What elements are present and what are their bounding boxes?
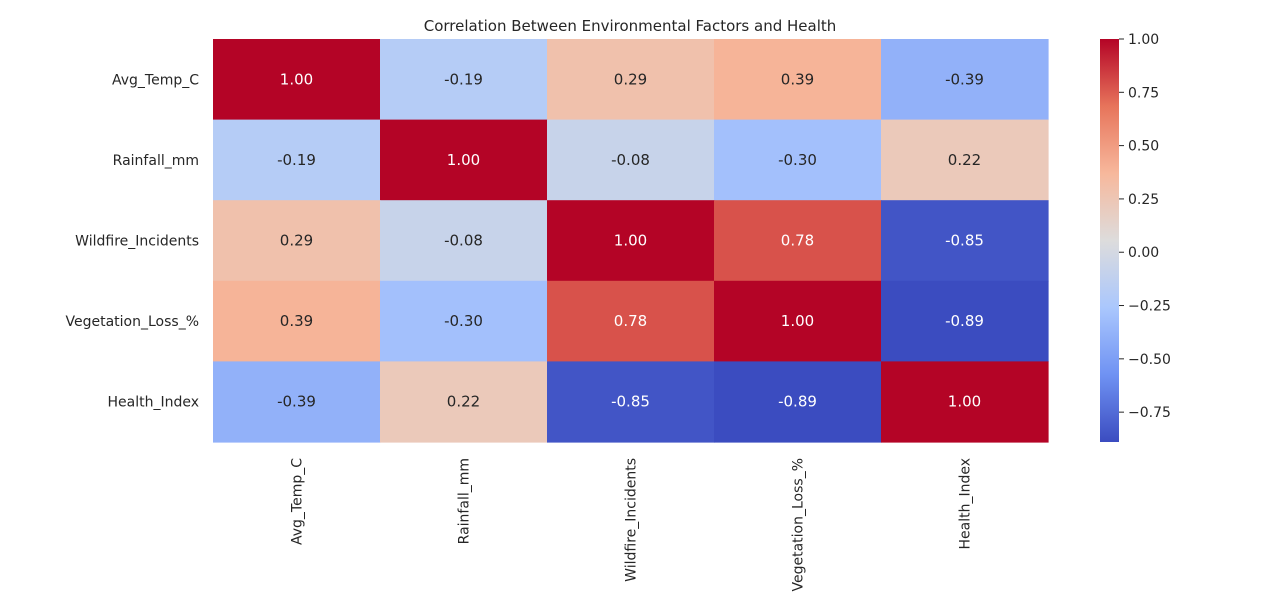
cell-value-label: -0.30	[444, 312, 483, 330]
cell-value-label: -0.89	[945, 312, 984, 330]
x-tick-label: Vegetation_Loss_%	[791, 458, 807, 592]
cell-value-label: 0.39	[781, 70, 814, 88]
heatmap-cell	[213, 39, 381, 121]
cell-value-label: 1.00	[781, 312, 814, 330]
heatmap-cell	[714, 39, 882, 121]
cell-value-label: 0.22	[447, 393, 480, 411]
cell-value-label: -0.08	[611, 151, 650, 169]
cell-value-label: -0.85	[611, 393, 650, 411]
colorbar-tick-label: −0.50	[1128, 352, 1171, 368]
heatmap-cell	[881, 200, 1049, 282]
y-tick-label: Wildfire_Incidents	[75, 234, 199, 250]
cell-value-label: 1.00	[280, 70, 313, 88]
cell-value-label: 1.00	[948, 393, 981, 411]
heatmap-cell	[547, 361, 715, 443]
x-tick-label: Wildfire_Incidents	[624, 458, 640, 582]
heatmap-cell	[547, 39, 715, 121]
heatmap-cell	[380, 39, 548, 121]
y-tick-label: Avg_Temp_C	[112, 72, 199, 88]
colorbar-tick-label: 0.25	[1128, 192, 1159, 208]
heatmap-cell	[881, 280, 1049, 362]
heatmap-cell	[714, 119, 882, 201]
y-tick-label: Health_Index	[107, 395, 199, 411]
heatmap-cell	[714, 280, 882, 362]
cell-value-label: -0.19	[444, 70, 483, 88]
cell-value-label: 1.00	[447, 151, 480, 169]
heatmap-cell	[380, 200, 548, 282]
heatmap-cell	[881, 361, 1049, 443]
heatmap-cell	[213, 119, 381, 201]
cell-value-label: -0.85	[945, 232, 984, 250]
heatmap-cell	[380, 119, 548, 201]
heatmap-cell	[213, 200, 381, 282]
cell-value-label: 0.22	[948, 151, 981, 169]
x-tick-label: Rainfall_mm	[457, 458, 473, 544]
colorbar-tick-label: 0.75	[1128, 85, 1159, 101]
heatmap-cell	[714, 200, 882, 282]
colorbar: 1.00 0.75 0.50 0.25 0.00 −0.25 −0.50 −0.75	[1100, 32, 1171, 442]
heatmap-cell	[547, 119, 715, 201]
heatmap-cell	[380, 280, 548, 362]
cell-value-label: -0.08	[444, 232, 483, 250]
cell-value-label: -0.39	[945, 70, 984, 88]
heatmap-cell	[213, 280, 381, 362]
chart-title: Correlation Between Environmental Factor…	[424, 17, 837, 35]
colorbar-tick-label: 0.00	[1128, 245, 1159, 261]
colorbar-tick-label: −0.25	[1128, 299, 1171, 315]
heatmap-cells: 1.00 -0.19 0.29 0.39 -0.39 -0.19 1.00 -0.08 -0.3…	[213, 39, 1049, 443]
heatmap-cell	[380, 361, 548, 443]
colorbar-tick-label: −0.75	[1128, 405, 1171, 421]
heatmap-cell	[881, 119, 1049, 201]
cell-value-label: -0.19	[277, 151, 316, 169]
cell-value-label: 1.00	[614, 232, 647, 250]
cell-value-label: 0.39	[280, 312, 313, 330]
heatmap-cell	[547, 280, 715, 362]
y-tick-label: Vegetation_Loss_%	[66, 314, 200, 330]
heatmap-cell	[547, 200, 715, 282]
x-tick-labels: Avg_Temp_C Rainfall_mm Wildfire_Incidents V…	[290, 458, 974, 592]
cell-value-label: 0.29	[280, 232, 313, 250]
colorbar-gradient	[1100, 39, 1119, 442]
colorbar-tick-label: 0.50	[1128, 139, 1159, 155]
y-tick-label: Rainfall_mm	[113, 153, 199, 169]
cell-value-label: 0.29	[614, 70, 647, 88]
heatmap-cell	[714, 361, 882, 443]
cell-value-label: 0.78	[781, 232, 814, 250]
heatmap-cell	[881, 39, 1049, 121]
cell-value-label: 0.78	[614, 312, 647, 330]
heatmap-cell	[213, 361, 381, 443]
cell-value-label: -0.39	[277, 393, 316, 411]
x-tick-label: Health_Index	[958, 458, 974, 550]
x-tick-label: Avg_Temp_C	[290, 458, 306, 545]
cell-value-label: -0.89	[778, 393, 817, 411]
cell-value-label: -0.30	[778, 151, 817, 169]
y-tick-labels: Avg_Temp_C Rainfall_mm Wildfire_Incidents V…	[66, 72, 200, 410]
colorbar-tick-label: 1.00	[1128, 32, 1159, 48]
